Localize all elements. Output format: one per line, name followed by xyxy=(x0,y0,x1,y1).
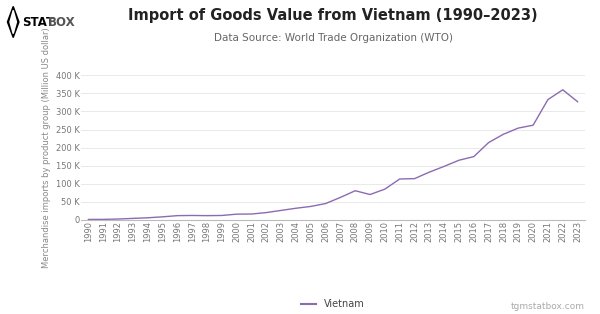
Text: tgmstatbox.com: tgmstatbox.com xyxy=(511,302,585,311)
Polygon shape xyxy=(10,10,16,34)
Text: BOX: BOX xyxy=(48,16,76,29)
Text: Data Source: World Trade Organization (WTO): Data Source: World Trade Organization (W… xyxy=(214,33,452,43)
Text: Import of Goods Value from Vietnam (1990–2023): Import of Goods Value from Vietnam (1990… xyxy=(128,8,538,23)
Y-axis label: Merchandise imports by product group (Million US dollar): Merchandise imports by product group (Mi… xyxy=(43,27,52,268)
Legend: Vietnam: Vietnam xyxy=(298,295,368,313)
Polygon shape xyxy=(7,6,19,38)
Text: STAT: STAT xyxy=(22,16,54,29)
